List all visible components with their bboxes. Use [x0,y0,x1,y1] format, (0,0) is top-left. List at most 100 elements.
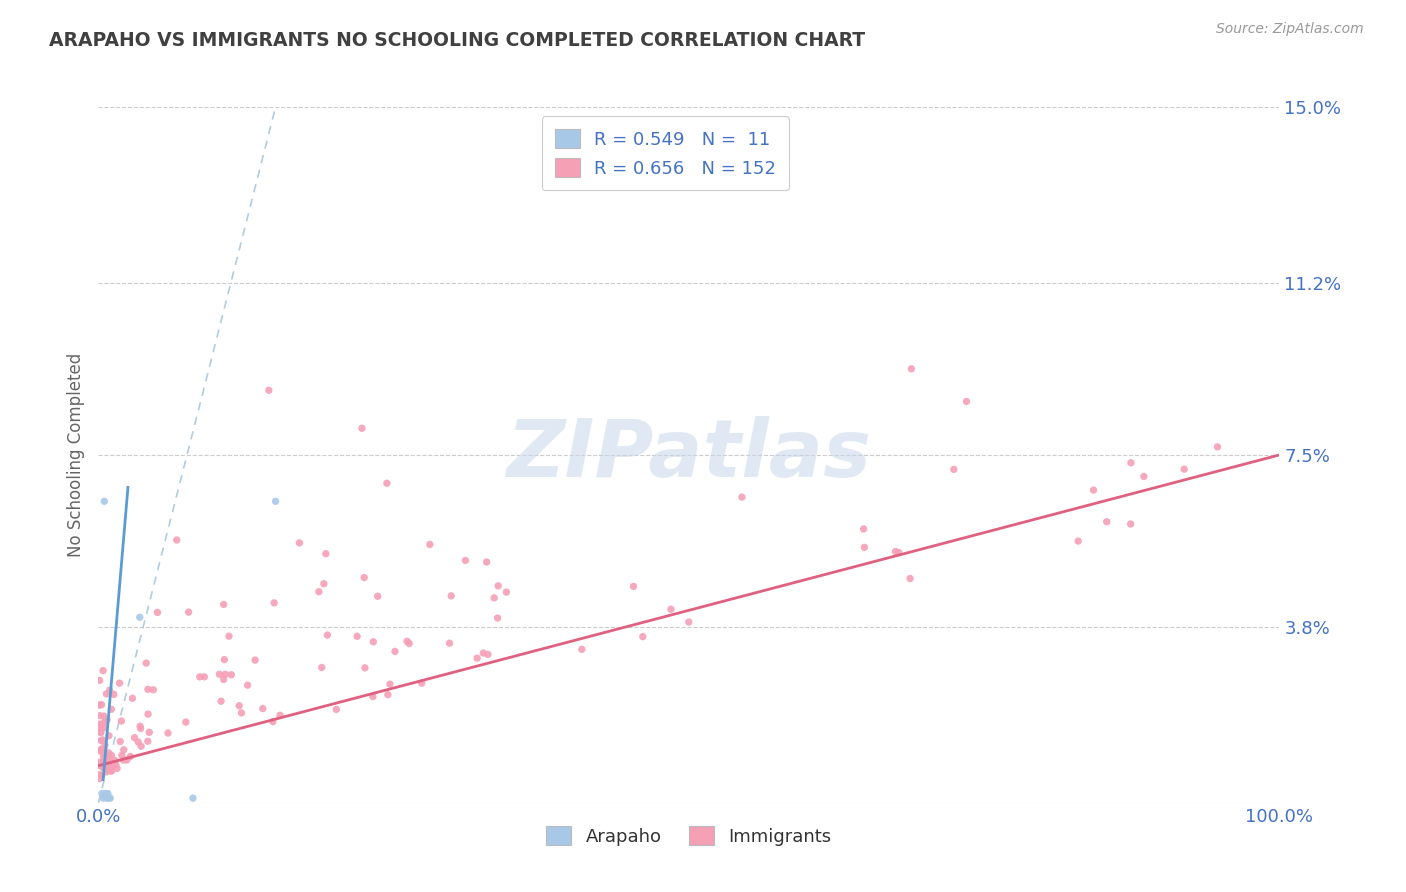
Point [89,767,111,781]
Point [166,533,188,547]
Point [98,751,121,765]
Point [89,673,111,688]
Point [121,691,143,706]
Point [440,589,463,603]
Point [214,652,236,666]
Point [465,651,488,665]
Point [262,714,284,729]
Point [90,756,112,771]
Point [316,628,339,642]
Point [375,476,398,491]
Point [96,713,118,727]
Point [98,791,121,805]
Point [89,755,111,769]
Point [90,733,112,747]
Point [631,630,654,644]
Point [312,576,335,591]
Point [361,690,384,704]
Point [91,732,114,747]
Point [90,723,112,737]
Point [193,670,215,684]
Point [1119,516,1142,531]
Point [221,668,243,682]
Point [659,602,682,616]
Point [90,742,112,756]
Point [482,591,505,605]
Point [1067,534,1090,549]
Point [900,361,922,376]
Point [97,729,120,743]
Point [252,701,274,715]
Point [1133,469,1156,483]
Point [236,678,259,692]
Point [129,722,152,736]
Point [350,421,373,435]
Point [228,698,250,713]
Point [91,664,114,678]
Point [486,611,509,625]
Point [288,536,311,550]
Point [96,687,118,701]
Text: Source: ZipAtlas.com: Source: ZipAtlas.com [1216,22,1364,37]
Point [138,725,160,739]
Point [91,746,114,760]
Point [90,698,112,712]
Point [214,667,236,681]
Point [89,698,111,712]
Point [112,753,135,767]
Point [136,707,159,722]
Point [100,748,122,763]
Point [93,494,115,508]
Point [475,555,498,569]
Point [419,537,441,551]
Point [93,743,115,757]
Point [91,761,114,775]
Point [124,731,146,745]
Point [377,688,399,702]
Point [378,677,401,691]
Point [852,522,875,536]
Point [128,610,150,624]
Point [1173,462,1195,476]
Point [91,716,114,731]
Point [678,615,700,629]
Point [942,462,965,476]
Point [98,791,121,805]
Point [89,759,111,773]
Point [104,757,127,772]
Point [188,670,211,684]
Point [571,642,593,657]
Point [156,726,179,740]
Point [100,702,122,716]
Point [96,791,118,805]
Legend: Arapaho, Immigrants: Arapaho, Immigrants [536,814,842,856]
Point [218,629,240,643]
Point [853,541,876,555]
Point [623,579,645,593]
Point [367,589,389,603]
Point [110,714,132,728]
Point [94,787,117,801]
Point [212,598,235,612]
Point [346,629,368,643]
Point [177,605,200,619]
Point [97,759,120,773]
Point [208,667,231,681]
Text: ARAPAHO VS IMMIGRANTS NO SCHOOLING COMPLETED CORRELATION CHART: ARAPAHO VS IMMIGRANTS NO SCHOOLING COMPL… [49,31,865,50]
Point [898,572,921,586]
Point [101,760,124,774]
Point [93,750,115,764]
Point [91,791,114,805]
Point [111,748,134,763]
Point [97,787,120,801]
Point [136,682,159,697]
Point [96,764,118,779]
Point [384,644,406,658]
Point [93,721,115,735]
Point [887,545,910,559]
Point [257,384,280,398]
Point [325,702,347,716]
Point [411,676,433,690]
Y-axis label: No Schooling Completed: No Schooling Completed [66,353,84,557]
Point [105,761,128,775]
